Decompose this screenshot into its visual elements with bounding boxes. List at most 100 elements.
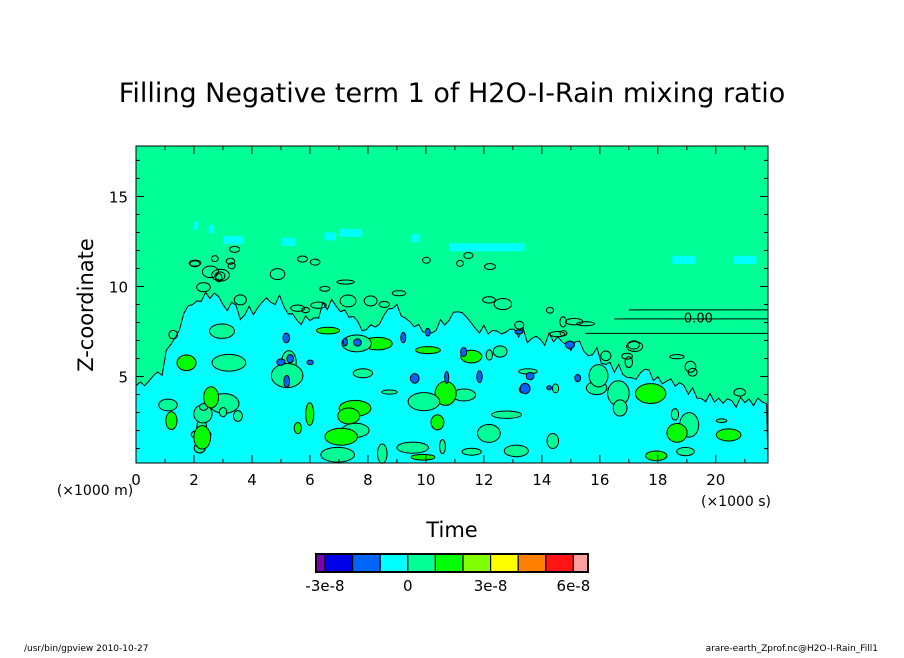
contour-cell [525,371,535,381]
contour-cell [324,427,358,446]
contour-cell [342,337,349,347]
contour-line [493,297,513,311]
contour-line [484,263,496,271]
contour-line [336,279,355,285]
colorbar-swatch [315,553,326,573]
contour-line [201,265,220,279]
colorbar-tick-label: 6e-8 [557,577,591,595]
colorbar-tick-label: -3e-8 [305,577,344,595]
contour-line [339,294,357,308]
contour-cell [588,364,609,388]
colorbar-swatch [352,553,381,573]
contour-cell [491,410,523,419]
contour-cell [461,447,482,456]
contour-line [229,245,241,253]
x-tick-label: 2 [189,471,199,489]
contour-line [297,255,308,263]
contour-cell [193,221,199,230]
contour-line [733,388,747,397]
colorbar-swatch [407,553,436,573]
contour-cell [485,349,494,361]
contour-line [290,304,306,312]
x-tick-label: 16 [590,471,609,489]
contour-line [576,321,595,327]
contour-cell [439,439,446,455]
contour-cell [672,255,696,264]
contour-line [227,262,236,270]
contour-line [514,320,525,330]
contour-cell [400,331,407,344]
contour-cell [305,402,315,426]
x-tick-label: 0 [131,471,141,489]
contour-line [482,296,496,304]
contour-cell [424,327,431,337]
contour-cell [503,444,529,458]
contour-cell [519,382,531,395]
contour-label: 0.00 [684,312,713,327]
contour-cell [218,407,228,418]
contour-cell [208,225,215,234]
x-unit-label: (×1000 s) [701,494,771,510]
chart-title: Filling Negative term 1 of H2O-I-Rain mi… [119,78,785,109]
contour-line [233,294,247,306]
x-tick-label: 10 [416,471,435,489]
contour-cell [492,345,508,358]
x-tick-label: 18 [648,471,667,489]
x-tick-label: 12 [474,471,493,489]
contour-cell [316,326,341,335]
contour-cell [666,422,688,443]
contour-cell [293,421,302,435]
colorbar-frame [315,553,589,573]
contour-cell [320,446,355,463]
contour-cell [574,374,582,383]
contour-line [309,258,321,266]
contour-cell [715,418,728,424]
contour-line [319,285,331,292]
contour-line [188,259,202,267]
colorbar-swatch [572,553,589,573]
contour-line [168,329,179,340]
contour-cell [158,398,178,412]
y-unit-label: (×1000 m) [57,483,133,499]
contour-line [624,356,634,368]
colorbar-tick-label: 0 [403,577,413,595]
contour-cell [449,243,525,252]
contour-cell [676,446,695,457]
contour-cell [715,428,742,442]
contour-cell [415,346,441,355]
contour-line [621,352,633,360]
contour-line [211,268,230,282]
contour-line [363,295,378,307]
contour-cell [634,383,667,404]
contour-cell [430,414,445,431]
contour-cell [283,374,291,388]
contour-line [669,354,685,360]
x-tick-label: 4 [247,471,257,489]
contour-cell [407,392,441,412]
contour-line [225,257,236,265]
contour-cell [476,370,483,383]
colorbar: -3e-8 0 3e-8 6e-8 [305,553,591,595]
contour-line [189,260,201,268]
x-tick-label: 14 [532,471,551,489]
contour-line [301,306,311,314]
contour-line [214,271,226,281]
contour-cell [546,385,553,391]
contour-line [600,350,612,362]
y-tick-label: 15 [109,188,128,206]
contour-cell [551,383,560,394]
contour-line [211,255,219,263]
contour-cell [411,234,421,243]
x-axis-label: Time [425,518,477,542]
colorbar-tick-label: 3e-8 [474,577,508,595]
contour-line [378,300,390,308]
contour-cell [352,368,374,379]
x-tick-label: 8 [363,471,373,489]
contour-cell [546,432,560,449]
contour-cell [280,237,296,246]
contour-line [627,340,640,350]
footer-left: /usr/bin/gpview 2010-10-27 [24,644,148,654]
y-tick-label: 5 [118,369,128,387]
y-axis: 5 10 15 [109,159,768,450]
